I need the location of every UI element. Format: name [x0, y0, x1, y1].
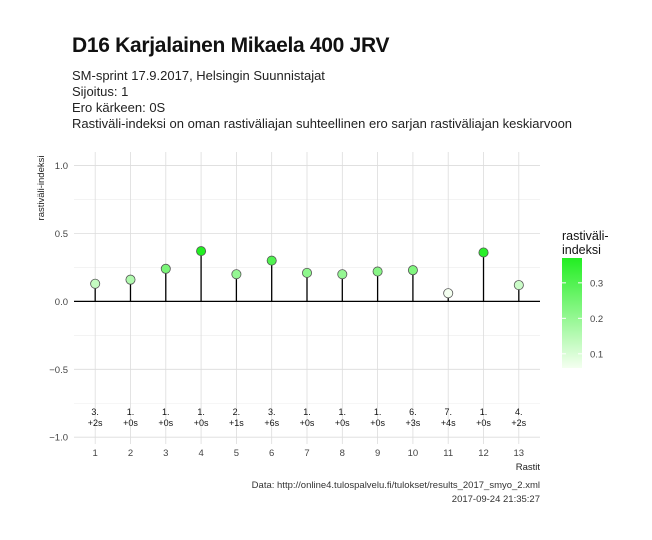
x-tick-label: 1: [93, 448, 98, 459]
x-tick-label: 11: [443, 448, 453, 459]
rank-label: 1.: [374, 407, 382, 417]
rank-label: 3.: [91, 407, 99, 417]
rank-label: 2.: [233, 407, 241, 417]
x-axis-title: Rastit: [516, 462, 541, 473]
time-diff-label: +0s: [476, 418, 491, 428]
rank-label: 6.: [409, 407, 417, 417]
x-tick-label: 13: [514, 448, 525, 459]
lollipop-point: [478, 247, 489, 258]
lollipop-point: [301, 267, 312, 278]
lollipop-point: [513, 280, 524, 291]
y-tick-label: 0.0: [55, 297, 68, 308]
rank-label: 1.: [480, 407, 488, 417]
lollipop-point: [266, 255, 277, 266]
time-diff-label: +3s: [406, 418, 421, 428]
x-tick-label: 12: [478, 448, 489, 459]
lollipop-point: [443, 288, 454, 299]
time-diff-label: +0s: [370, 418, 385, 428]
legend-colorbar: [562, 258, 582, 368]
time-diff-label: +4s: [441, 418, 456, 428]
x-tick-label: 10: [408, 448, 419, 459]
time-diff-label: +2s: [88, 418, 103, 428]
chart-title: D16 Karjalainen Mikaela 400 JRV: [72, 34, 390, 57]
legend-tick-label: 0.2: [590, 314, 603, 325]
lollipop-point: [196, 246, 207, 257]
lollipop-point: [160, 263, 171, 274]
subtitle-event: SM-sprint 17.9.2017, Helsingin Suunnista…: [72, 68, 325, 83]
y-tick-label: 1.0: [55, 161, 68, 172]
legend-title-line2: indeksi: [562, 243, 601, 257]
rank-label: 1.: [339, 407, 347, 417]
x-tick-label: 7: [304, 448, 309, 459]
time-diff-label: +0s: [335, 418, 350, 428]
time-diff-label: +0s: [300, 418, 315, 428]
x-tick-label: 3: [163, 448, 168, 459]
x-tick-label: 6: [269, 448, 274, 459]
lollipop-point: [372, 266, 383, 277]
time-diff-label: +6s: [264, 418, 279, 428]
rank-label: 1.: [303, 407, 311, 417]
y-tick-label: −1.0: [49, 433, 68, 444]
legend-title-line1: rastiväli-: [562, 229, 609, 243]
rank-label: 7.: [444, 407, 452, 417]
rank-label: 1.: [162, 407, 170, 417]
y-tick-label: 0.5: [55, 229, 68, 240]
lollipop-point: [407, 265, 418, 276]
x-tick-label: 9: [375, 448, 380, 459]
subtitle-gap: Ero kärkeen: 0S: [72, 100, 166, 115]
subtitle-placement: Sijoitus: 1: [72, 84, 129, 99]
x-tick-label: 8: [340, 448, 345, 459]
rank-label: 1.: [127, 407, 135, 417]
time-diff-label: +0s: [158, 418, 173, 428]
time-diff-label: +1s: [229, 418, 244, 428]
lollipop-point: [231, 269, 242, 280]
time-diff-label: +0s: [123, 418, 138, 428]
rank-label: 1.: [197, 407, 205, 417]
x-tick-label: 5: [234, 448, 239, 459]
rank-label: 4.: [515, 407, 523, 417]
caption-source: Data: http://online4.tulospalvelu.fi/tul…: [251, 480, 540, 491]
legend-tick-label: 0.3: [590, 278, 603, 289]
time-diff-label: +0s: [194, 418, 209, 428]
subtitle-description: Rastiväli-indeksi on oman rastiväliajan …: [72, 116, 573, 131]
lollipop-point: [125, 274, 136, 285]
caption-timestamp: 2017-09-24 21:35:27: [451, 494, 540, 505]
x-tick-label: 4: [198, 448, 203, 459]
lollipop-point: [337, 269, 348, 280]
x-tick-label: 2: [128, 448, 133, 459]
y-axis-title: rastiväli-indeksi: [36, 156, 47, 221]
y-tick-label: −0.5: [49, 365, 68, 376]
lollipop-point: [90, 278, 101, 289]
rank-label: 3.: [268, 407, 276, 417]
legend-tick-label: 0.1: [590, 349, 603, 360]
time-diff-label: +2s: [511, 418, 526, 428]
